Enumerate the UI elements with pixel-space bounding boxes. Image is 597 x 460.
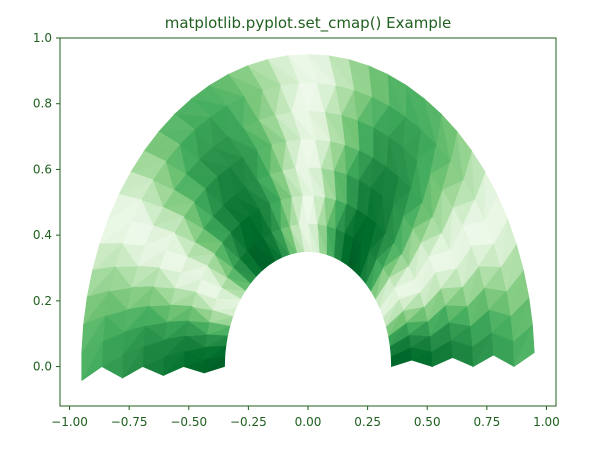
x-tick-label: −1.00 <box>51 415 88 429</box>
x-axis: −1.00 −0.75 −0.50 −0.25 0.00 0.25 0.50 0.75 1.00 <box>51 406 560 429</box>
mesh-triangle <box>510 270 530 317</box>
mesh-triangle <box>91 243 124 272</box>
mesh-triangle <box>118 171 154 196</box>
mesh-triangle <box>107 194 143 220</box>
mesh-triangle <box>386 73 407 117</box>
mesh-triangle <box>266 55 300 84</box>
x-tick-label: 0.50 <box>414 415 441 429</box>
mesh-triangle <box>227 65 263 91</box>
mesh-triangle <box>506 243 524 292</box>
x-tick-label: −0.75 <box>111 415 148 429</box>
mesh-triangle <box>512 297 533 343</box>
y-tick-label: 0.6 <box>33 162 52 176</box>
mesh-triangle <box>327 55 355 90</box>
y-tick-label: 0.2 <box>33 294 52 308</box>
mesh-triangle <box>130 150 167 173</box>
mesh-triangle <box>484 171 498 222</box>
x-tick-label: 0.00 <box>295 415 322 429</box>
x-tick-label: 1.00 <box>533 415 560 429</box>
mesh-triangle <box>143 131 181 152</box>
mesh-triangle <box>83 290 111 326</box>
chart-title: matplotlib.pyplot.set_cmap() Example <box>165 14 452 33</box>
mesh-triangle <box>191 84 228 106</box>
mesh-triangle <box>286 54 318 84</box>
mesh-triangle <box>99 218 132 245</box>
mesh-triangle <box>347 58 372 97</box>
x-tick-label: −0.25 <box>230 415 267 429</box>
mesh-triangle <box>513 324 535 368</box>
y-tick-label: 0.8 <box>33 97 52 111</box>
x-tick-label: 0.25 <box>354 415 381 429</box>
mesh-triangle <box>456 130 473 180</box>
x-tick-label: −0.50 <box>170 415 207 429</box>
mesh-triangle <box>307 54 336 86</box>
y-axis: 0.0 0.2 0.4 0.6 0.8 1.0 <box>33 31 60 374</box>
mesh-triangle <box>247 59 282 86</box>
mesh-triangle <box>405 84 425 130</box>
y-tick-label: 1.0 <box>33 31 52 45</box>
mesh-triangle <box>423 97 442 145</box>
mesh-triangle <box>367 65 390 106</box>
mesh-triangle <box>500 218 517 267</box>
mesh-triangle <box>440 113 458 162</box>
mesh-triangle <box>493 194 508 244</box>
x-tick-label: 0.75 <box>473 415 500 429</box>
mesh-triangle <box>208 73 246 98</box>
mesh-triangle <box>158 113 196 132</box>
mesh-triangle <box>174 98 212 117</box>
mesh-triangle <box>471 150 486 200</box>
mesh-triangle <box>86 266 116 299</box>
y-tick-label: 0.0 <box>33 360 52 374</box>
mesh-triangle <box>81 340 104 381</box>
mesh-triangle <box>81 315 106 353</box>
tripcolor-mesh <box>81 54 535 381</box>
y-tick-label: 0.4 <box>33 228 52 242</box>
